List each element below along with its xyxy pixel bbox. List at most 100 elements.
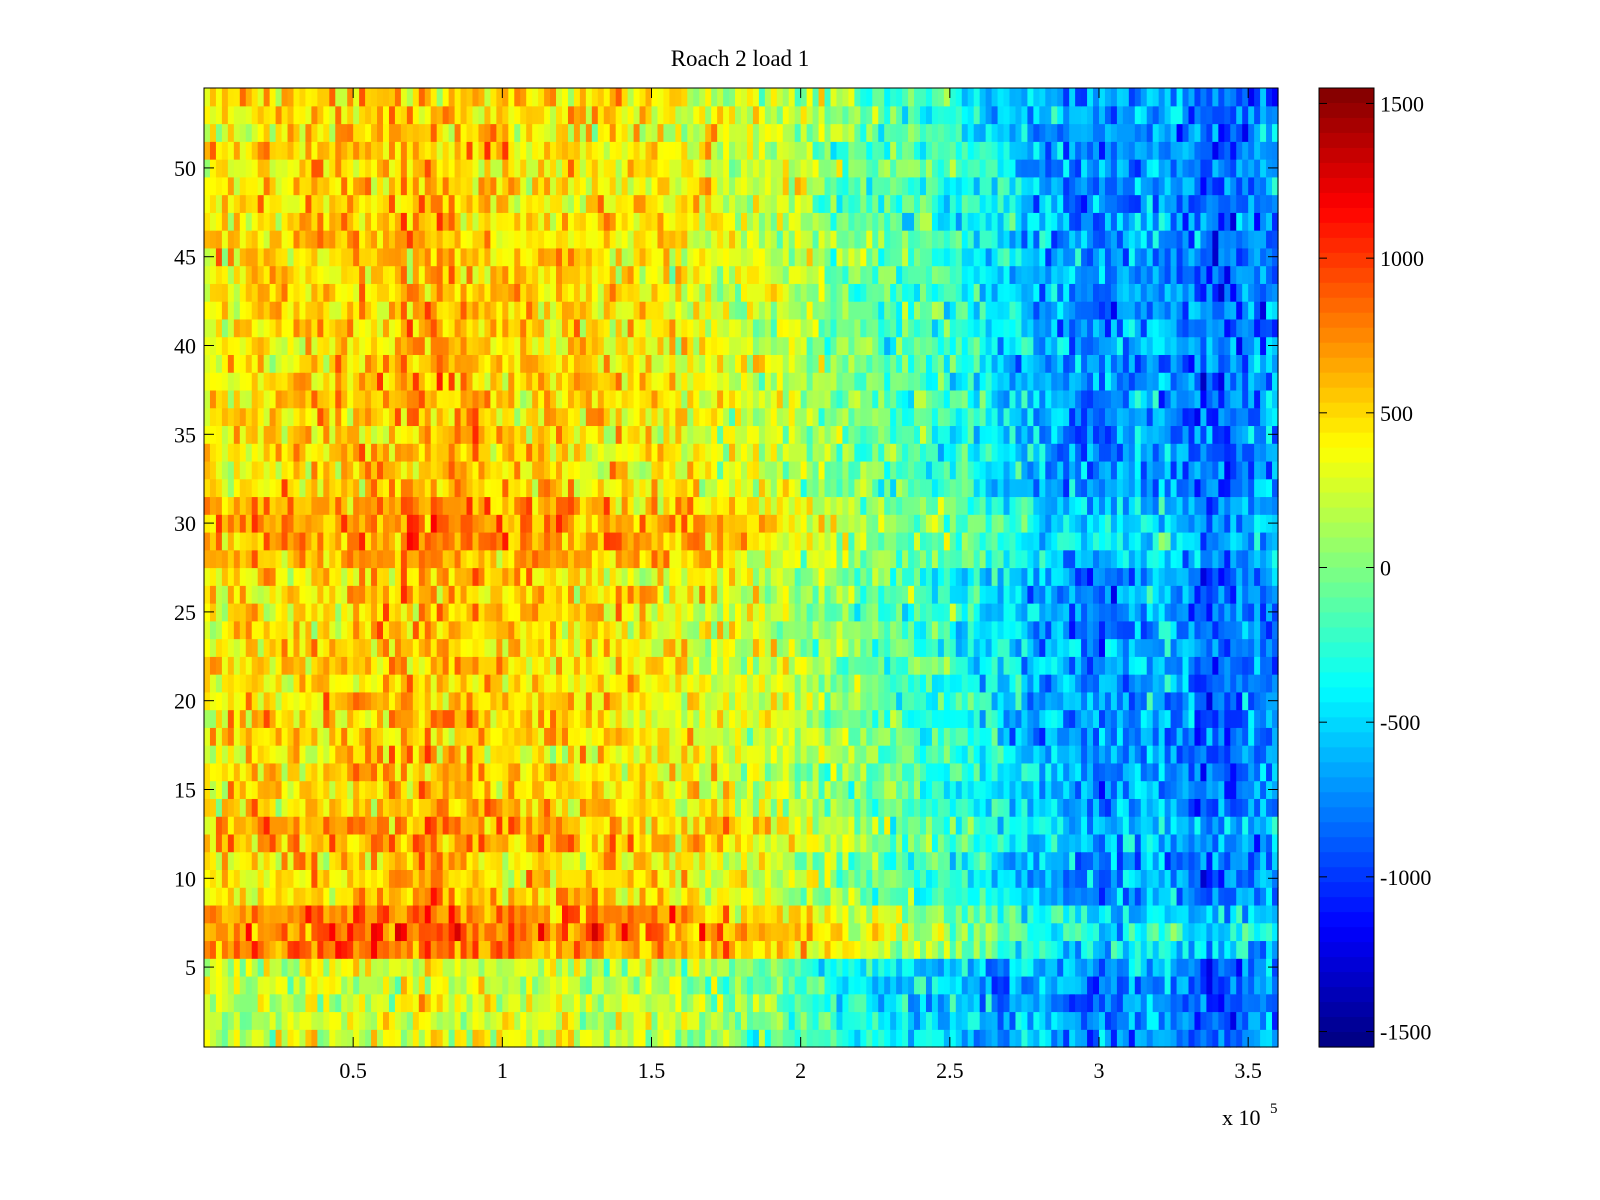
- heatmap-cell: [227, 833, 235, 853]
- heatmap-cell: [371, 1011, 378, 1030]
- heatmap-cell: [1057, 691, 1064, 711]
- heatmap-cell: [1099, 656, 1106, 675]
- heatmap-cell: [854, 674, 861, 693]
- heatmap-cell: [1260, 638, 1267, 657]
- heatmap-cell: [400, 745, 408, 764]
- heatmap-cell: [532, 958, 539, 977]
- heatmap-cell: [1087, 674, 1094, 693]
- heatmap-cell: [818, 993, 826, 1013]
- heatmap-cell: [1099, 638, 1106, 657]
- heatmap-cell: [961, 993, 969, 1013]
- heatmap-cell: [281, 745, 289, 764]
- heatmap-cell: [1057, 762, 1064, 782]
- heatmap-cell: [293, 869, 301, 888]
- heatmap-cell: [1039, 638, 1046, 657]
- heatmap-cell: [400, 1029, 408, 1048]
- heatmap-cell: [323, 709, 330, 728]
- heatmap-cell: [1236, 887, 1243, 906]
- heatmap-cell: [502, 727, 509, 746]
- heatmap-cell: [920, 585, 927, 604]
- heatmap-cell: [1182, 816, 1190, 835]
- heatmap-cell: [693, 585, 700, 604]
- heatmap-cell: [842, 709, 849, 728]
- heatmap-cell: [585, 638, 593, 657]
- heatmap-cell: [1236, 922, 1243, 942]
- heatmap-cell: [377, 638, 384, 657]
- heatmap-cell: [293, 1029, 301, 1048]
- heatmap-cell: [1063, 1029, 1070, 1048]
- heatmap-cell: [406, 1011, 414, 1030]
- heatmap-cell: [788, 798, 796, 817]
- heatmap-cell: [639, 798, 647, 817]
- heatmap-cell: [311, 851, 318, 871]
- heatmap-cell: [442, 993, 450, 1013]
- heatmap-cell: [735, 922, 742, 942]
- heatmap-cell: [1093, 975, 1100, 995]
- heatmap-cell: [388, 709, 396, 728]
- heatmap-cell: [263, 958, 271, 977]
- heatmap-cell: [651, 816, 659, 835]
- heatmap-cell: [741, 958, 748, 977]
- heatmap-cell: [1009, 1011, 1017, 1030]
- heatmap-cell: [794, 975, 802, 995]
- heatmap-cell: [1188, 1029, 1196, 1048]
- heatmap-cell: [496, 940, 503, 959]
- heatmap-cell: [1194, 603, 1202, 622]
- heatmap-cell: [1021, 656, 1028, 675]
- heatmap-cell: [669, 975, 676, 995]
- heatmap-cell: [872, 691, 879, 711]
- heatmap-cell: [681, 940, 688, 959]
- heatmap-cell: [287, 887, 295, 906]
- heatmap-cell: [251, 940, 259, 959]
- heatmap-cell: [1212, 833, 1219, 853]
- heatmap-cell: [460, 745, 468, 764]
- heatmap-cell: [866, 975, 873, 995]
- heatmap-cell: [448, 940, 456, 959]
- heatmap-cell: [920, 620, 927, 640]
- heatmap-cell: [269, 549, 277, 569]
- heatmap-cell: [961, 1029, 969, 1048]
- heatmap-cell: [1099, 780, 1106, 799]
- heatmap-cell: [293, 780, 301, 799]
- heatmap-cell: [1152, 691, 1160, 711]
- heatmap-cell: [985, 958, 993, 977]
- heatmap-cell: [591, 780, 599, 799]
- heatmap-cell: [556, 762, 563, 782]
- heatmap-cell: [1248, 869, 1255, 888]
- heatmap-cell: [1164, 620, 1172, 640]
- heatmap-cell: [609, 816, 617, 835]
- heatmap-cell: [1236, 975, 1243, 995]
- heatmap-cell: [400, 603, 408, 622]
- heatmap-cell: [603, 958, 611, 977]
- heatmap-cell: [359, 975, 366, 995]
- heatmap-cell: [741, 585, 748, 604]
- heatmap-cell: [335, 585, 342, 604]
- heatmap-cell: [627, 975, 635, 995]
- heatmap-cell: [1230, 1011, 1237, 1030]
- heatmap-cell: [567, 851, 575, 871]
- heatmap-cell: [836, 709, 844, 728]
- heatmap-cell: [1051, 709, 1058, 728]
- heatmap-cell: [1236, 958, 1243, 977]
- heatmap-cell: [579, 798, 587, 817]
- heatmap-cell: [723, 603, 730, 622]
- heatmap-cell: [317, 567, 324, 586]
- heatmap-cell: [1140, 762, 1148, 782]
- heatmap-cell: [502, 638, 509, 657]
- heatmap-cell: [979, 816, 987, 835]
- heatmap-cell: [1266, 904, 1273, 924]
- heatmap-cell: [293, 585, 301, 604]
- heatmap-cell: [317, 620, 324, 640]
- heatmap-cell: [1272, 620, 1279, 640]
- heatmap-cell: [693, 940, 700, 959]
- heatmap-cell: [657, 603, 665, 622]
- heatmap-cell: [985, 620, 993, 640]
- heatmap-cell: [215, 709, 223, 728]
- heatmap-cell: [460, 975, 468, 995]
- heatmap-cell: [1069, 833, 1076, 853]
- heatmap-cell: [776, 798, 784, 817]
- heatmap-cell: [1110, 1029, 1118, 1048]
- heatmap-cell: [812, 1011, 820, 1030]
- heatmap-cell: [221, 798, 229, 817]
- heatmap-cell: [860, 975, 867, 995]
